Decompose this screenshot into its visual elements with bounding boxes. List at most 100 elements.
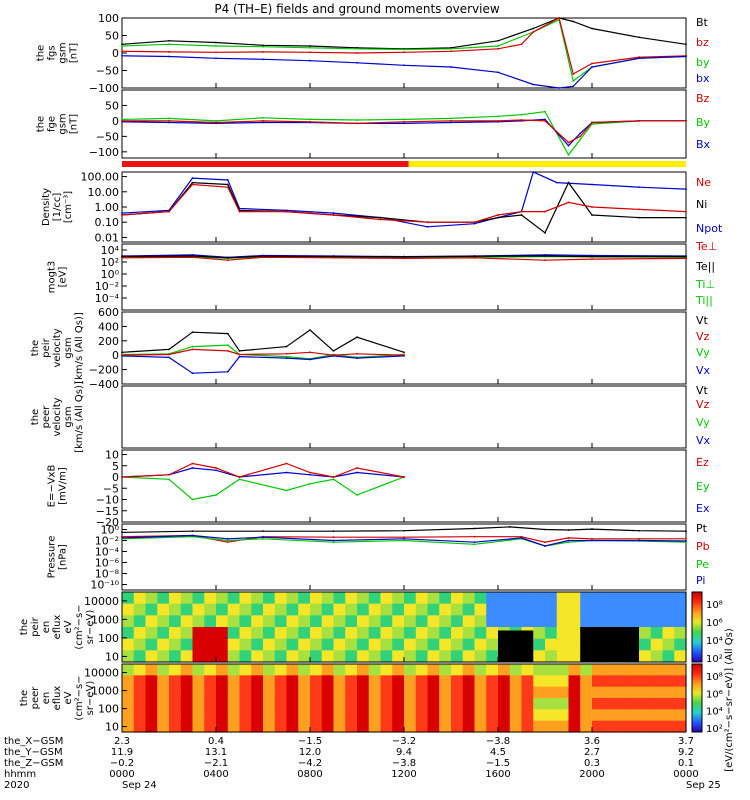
- data-point: [591, 206, 593, 208]
- heatmap-cell: [321, 615, 335, 628]
- heatmap-cell: [263, 627, 276, 640]
- heatmap-cell: [521, 720, 534, 733]
- data-point: [332, 478, 335, 481]
- panel-frame: [121, 243, 687, 311]
- heatmap-cell: [439, 627, 452, 640]
- heatmap-cell: [545, 720, 558, 733]
- heatmap-cell: [509, 686, 523, 699]
- heatmap-cell: [310, 709, 323, 722]
- heatmap-cell: [380, 664, 393, 676]
- data-point: [520, 113, 523, 116]
- data-point: [497, 214, 499, 216]
- heatmap-cell: [415, 664, 429, 676]
- data-point: [638, 186, 640, 189]
- heatmap-cell: [133, 664, 147, 676]
- data-point: [403, 476, 405, 478]
- heatmap-cell: [427, 664, 440, 676]
- heatmap-cell: [122, 592, 135, 605]
- heatmap-cell: [509, 615, 523, 628]
- heatmap-cell: [122, 650, 135, 663]
- heatmap-cell: [509, 709, 523, 722]
- heatmap-cell: [380, 720, 393, 733]
- heatmap-cell: [274, 592, 288, 605]
- heatmap-cell: [333, 709, 346, 722]
- data-point: [591, 537, 593, 540]
- data-point: [567, 541, 570, 544]
- ephemeris-value: Sep 24: [122, 780, 157, 791]
- heatmap-cell: [345, 664, 358, 676]
- heatmap-cell: [251, 615, 264, 628]
- data-point: [226, 183, 229, 186]
- data-point: [191, 331, 194, 334]
- heatmap-cell: [462, 603, 476, 616]
- data-point: [473, 535, 476, 538]
- heatmap-cell: [580, 709, 593, 722]
- data-point: [591, 66, 593, 68]
- heatmap-cell: [263, 720, 276, 733]
- heatmap-cell: [427, 709, 440, 722]
- heatmap-cell: [533, 698, 546, 710]
- heatmap-cell: [180, 709, 194, 722]
- y-tick-label: 10⁻¹⁰: [90, 579, 119, 592]
- colorbar-tick-label: 10²: [706, 724, 723, 735]
- y-label-line: [1/cc]: [52, 193, 63, 222]
- legend-item: Pb: [696, 540, 710, 553]
- data-point: [262, 45, 264, 48]
- heatmap-cell: [345, 650, 358, 663]
- heatmap-cell: [169, 638, 182, 651]
- heatmap-cell: [169, 664, 182, 676]
- y-axis-label: Density [1/cc] [cm⁻³]: [41, 188, 74, 226]
- y-tick-label: 200: [98, 335, 119, 348]
- heatmap-cell: [439, 698, 452, 710]
- heatmap-cell: [556, 698, 570, 710]
- heatmap-cell: [251, 627, 264, 640]
- panel-frame: [121, 523, 687, 591]
- heatmap-cell: [274, 650, 288, 663]
- y-label-line: the: [36, 116, 47, 132]
- data-point: [403, 257, 405, 260]
- heatmap-cell: [274, 615, 288, 628]
- data-point: [191, 530, 194, 533]
- y-label-line: sr−eV): [85, 610, 96, 645]
- heatmap-cell: [627, 698, 640, 710]
- heatmap-cell: [498, 675, 511, 688]
- heatmap-cell: [462, 698, 476, 710]
- heatmap-cell: [404, 592, 417, 605]
- data-point: [309, 329, 311, 331]
- y-label-line: Density: [41, 188, 52, 226]
- y-label-line: [km/s (All Qs)]: [74, 381, 85, 453]
- legend-item: Ti⊥: [695, 278, 715, 291]
- colorbar-tick-label: 10⁸: [706, 672, 723, 683]
- heatmap-cell: [474, 603, 487, 616]
- heatmap-cell: [169, 686, 182, 699]
- heatmap-cell: [627, 686, 640, 699]
- heatmap-cell: [451, 650, 464, 663]
- heatmap-cell: [427, 615, 440, 628]
- y-tick-label: 10: [105, 721, 119, 734]
- heatmap-cell: [580, 675, 593, 688]
- heatmap-cell: [298, 603, 311, 616]
- ephemeris-value: −1.5: [486, 758, 510, 769]
- heatmap-cell: [216, 592, 229, 605]
- heatmap-cell: [521, 592, 534, 605]
- heatmap-cell: [451, 709, 464, 722]
- heatmap-cell: [333, 720, 346, 733]
- data-point: [555, 181, 558, 184]
- heatmap-cell: [474, 698, 487, 710]
- heatmap-cell: [486, 720, 499, 733]
- data-point: [215, 467, 217, 469]
- y-label-line: the: [19, 619, 30, 635]
- y-label-line: eV: [63, 620, 74, 633]
- heatmap-cell: [310, 675, 323, 688]
- heatmap-cell: [263, 650, 276, 663]
- data-point: [215, 57, 217, 60]
- heatmap-cell: [615, 709, 628, 722]
- heatmap-cell: [451, 664, 464, 676]
- heatmap-cell: [298, 650, 311, 663]
- data-point: [638, 539, 640, 542]
- heatmap-cell: [533, 603, 546, 616]
- heatmap-cell: [180, 720, 194, 733]
- y-label-line: gsm: [58, 42, 69, 63]
- data-point: [226, 259, 229, 262]
- heatmap-cell: [639, 664, 652, 676]
